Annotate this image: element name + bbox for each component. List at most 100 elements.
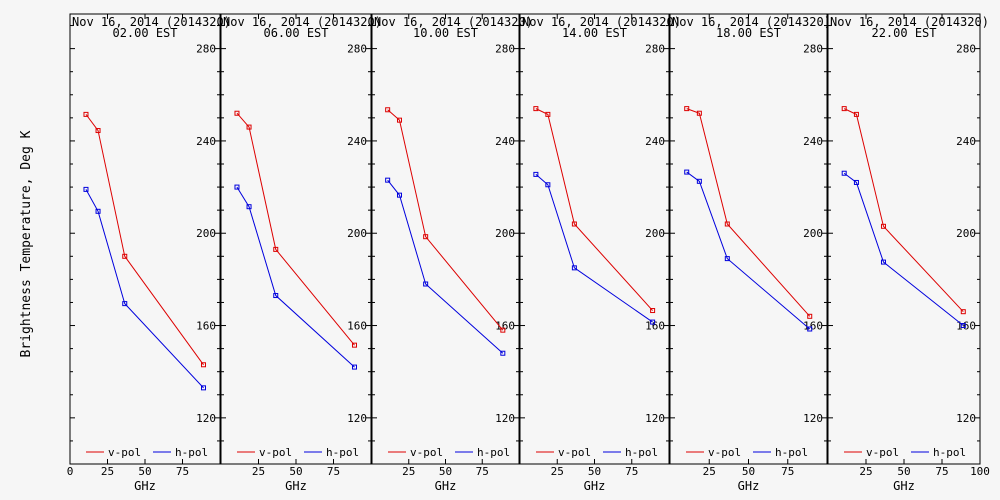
y-tick-label: 280: [347, 43, 367, 56]
x-tick-label: 50: [138, 465, 151, 478]
legend-hpol-label: h-pol: [326, 446, 359, 459]
vpol-point: [807, 313, 813, 319]
hpol-line: [236, 186, 355, 368]
panel-title-date: Nov 16, 2014 (2014320): [72, 15, 231, 29]
legend-hpol-label: h-pol: [175, 446, 208, 459]
vpol-point: [650, 308, 656, 314]
y-tick-label: 120: [196, 412, 216, 425]
x-tick-label: 25: [252, 465, 265, 478]
x-tick-label: 50: [439, 465, 452, 478]
x-tick-label: 25: [551, 465, 564, 478]
hpol-point: [841, 170, 847, 176]
x-tick-label: 50: [289, 465, 302, 478]
hpol-point: [545, 182, 551, 188]
panel-2: Nov 16, 2014 (2014320)06.00 EST 120 160 200…: [220, 13, 382, 493]
hpol-point: [385, 177, 391, 183]
y-tick-label: 240: [645, 135, 665, 148]
vpol-point: [396, 117, 402, 123]
vpol-point: [83, 111, 89, 117]
panel-title-date: Nov 16, 2014 (2014320): [374, 15, 533, 29]
hpol-point: [352, 364, 357, 370]
legend-vpol-label: v-pol: [558, 446, 591, 459]
x-axis-label: GHz: [893, 479, 915, 493]
legend-vpol-label: v-pol: [410, 446, 443, 459]
vpol-point: [533, 106, 539, 112]
panel-6: Nov 16, 2014 (2014320)22.00 EST 120 160 200…: [827, 13, 990, 493]
hpol-point: [246, 204, 252, 210]
vpol-line: [535, 108, 653, 311]
x-tick-label: 100: [970, 465, 990, 478]
panel-title-time: 22.00 EST: [871, 26, 936, 40]
panel-title-time: 14.00 EST: [562, 26, 627, 40]
hpol-point: [684, 169, 690, 175]
vpol-line: [686, 108, 811, 317]
panel-5: Nov 16, 2014 (2014320)18.00 EST120160200…: [669, 13, 831, 493]
x-tick-label: 75: [476, 465, 489, 478]
vpol-point: [571, 221, 577, 227]
vpol-line: [236, 112, 355, 346]
vpol-line: [387, 109, 504, 331]
y-tick-label: 280: [495, 43, 515, 56]
y-tick-label: 240: [495, 135, 515, 148]
hpol-point: [880, 259, 886, 265]
hpol-point: [95, 208, 101, 214]
hpol-point: [724, 256, 730, 262]
vpol-point: [273, 246, 279, 252]
x-tick-label: 25: [703, 465, 716, 478]
x-tick-label: 25: [402, 465, 415, 478]
hpol-point: [696, 178, 702, 184]
hpol-line: [686, 171, 811, 330]
vpol-point: [500, 327, 506, 333]
x-tick-label: 50: [897, 465, 910, 478]
vpol-point: [696, 110, 702, 116]
y-tick-label: 240: [347, 135, 367, 148]
y-tick-label: 200: [196, 227, 216, 240]
panel-title-time: 02.00 EST: [112, 26, 177, 40]
y-tick-label: 120: [495, 412, 515, 425]
x-tick-label: 75: [625, 465, 638, 478]
y-tick-label: 200: [495, 227, 515, 240]
hpol-point: [853, 179, 859, 185]
legend-hpol-label: h-pol: [477, 446, 510, 459]
legend-vpol-label: v-pol: [708, 446, 741, 459]
hpol-point: [533, 171, 539, 177]
x-tick-label: 25: [101, 465, 114, 478]
y-tick-label: 200: [347, 227, 367, 240]
vpol-point: [841, 106, 847, 112]
y-tick-label: 240: [956, 135, 976, 148]
hpol-point: [960, 323, 966, 329]
legend-vpol-label: v-pol: [866, 446, 899, 459]
hpol-point: [83, 186, 89, 192]
y-tick-label: 120: [347, 412, 367, 425]
vpol-line: [85, 114, 204, 366]
hpol-point: [273, 293, 279, 299]
y-tick-label: 160: [956, 320, 976, 333]
x-tick-label: 50: [742, 465, 755, 478]
panel-title-date: Nov 16, 2014 (2014320): [522, 15, 681, 29]
y-tick-label: 280: [803, 43, 823, 56]
vpol-point: [201, 362, 206, 368]
hpol-line: [85, 189, 204, 389]
vpol-point: [423, 234, 429, 240]
y-tick-label: 280: [196, 43, 216, 56]
hpol-point: [500, 350, 506, 356]
vpol-point: [684, 106, 690, 112]
panel-title-date: Nov 16, 2014 (2014320): [830, 15, 989, 29]
y-tick-label: 120: [956, 412, 976, 425]
vpol-point: [724, 221, 730, 227]
vpol-point: [853, 111, 859, 117]
y-tick-label: 120: [645, 412, 665, 425]
x-axis-label: GHz: [435, 479, 457, 493]
vpol-point: [95, 128, 101, 134]
vpol-point: [880, 223, 886, 229]
vpol-point: [352, 342, 357, 348]
x-tick-label: 0: [67, 465, 74, 478]
hpol-point: [650, 319, 656, 325]
x-tick-label: 75: [781, 465, 794, 478]
vpol-point: [960, 309, 966, 315]
y-tick-label: 160: [495, 320, 515, 333]
panel-title-date: Nov 16, 2014 (2014320): [672, 15, 831, 29]
vpol-point: [385, 107, 391, 113]
x-tick-label: 75: [176, 465, 189, 478]
